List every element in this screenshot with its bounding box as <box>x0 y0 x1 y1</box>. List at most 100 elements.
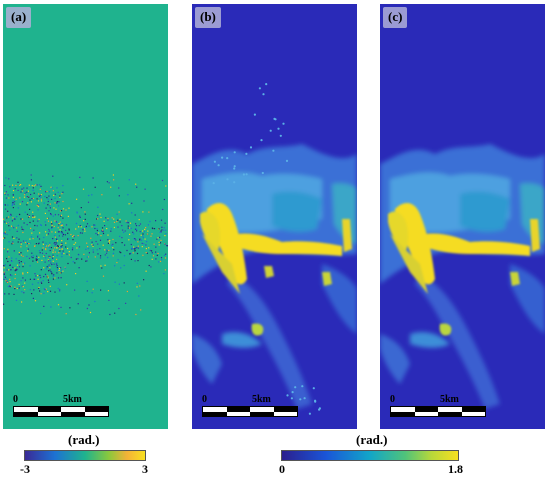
noise-pixel <box>48 228 50 231</box>
noise-pixel <box>47 277 49 279</box>
noise-pixel <box>115 242 117 244</box>
noise-pixel <box>8 178 10 180</box>
noise-pixel <box>35 275 37 277</box>
noise-pixel <box>65 209 67 211</box>
noise-pixel <box>22 231 24 234</box>
noise-pixel <box>152 255 155 257</box>
noise-pixel <box>22 273 24 275</box>
noise-pixel <box>135 225 138 227</box>
noise-pixel <box>136 230 138 232</box>
noise-pixel <box>4 204 6 206</box>
noise-pixel <box>107 256 109 259</box>
noise-pixel <box>76 211 78 213</box>
noise-pixel <box>57 231 60 233</box>
noise-pixel <box>146 233 149 235</box>
noise-pixel <box>131 212 133 214</box>
noise-pixel <box>95 240 97 243</box>
noise-pixel <box>164 222 166 224</box>
noise-pixel <box>78 267 80 269</box>
noise-pixel <box>118 195 120 197</box>
noise-pixel <box>164 257 167 259</box>
noise-pixel <box>31 252 33 254</box>
noise-pixel <box>142 211 144 213</box>
noise-pixel <box>123 264 125 267</box>
noise-pixel <box>129 227 131 229</box>
noise-pixel <box>4 233 6 235</box>
noise-pixel <box>60 244 62 246</box>
noise-pixel <box>88 252 90 254</box>
noise-pixel <box>132 231 134 233</box>
noise-pixel <box>60 272 62 274</box>
panel-b-map-layer <box>192 83 357 415</box>
noise-pixel <box>113 179 115 181</box>
noise-pixel <box>19 184 21 186</box>
noise-pixel <box>119 251 121 253</box>
noise-pixel <box>29 265 31 267</box>
noise-pixel <box>63 253 65 255</box>
noise-pixel <box>148 211 150 213</box>
noise-pixel <box>60 215 62 217</box>
noise-pixel <box>130 258 132 260</box>
noise-pixel <box>57 245 59 247</box>
noise-pixel <box>30 201 32 203</box>
noise-pixel <box>11 275 13 277</box>
noise-pixel <box>59 290 61 292</box>
noise-pixel <box>13 218 15 220</box>
scalebar-b: 0 5km <box>202 394 302 418</box>
noise-pixel <box>43 267 45 269</box>
noise-pixel <box>16 287 18 290</box>
noise-pixel <box>162 208 164 211</box>
noise-pixel <box>3 265 5 267</box>
noise-pixel <box>68 228 70 230</box>
noise-pixel <box>56 247 58 249</box>
noise-pixel <box>52 215 54 217</box>
noise-pixel <box>61 242 63 244</box>
noise-pixel <box>22 277 24 279</box>
noise-pixel <box>52 260 54 262</box>
noise-pixel <box>12 203 14 205</box>
scatter-dot <box>279 134 282 137</box>
noise-pixel <box>150 235 152 237</box>
noise-pixel <box>8 256 10 258</box>
noise-pixel <box>111 217 113 219</box>
noise-pixel <box>55 208 57 210</box>
noise-pixel <box>138 225 140 227</box>
noise-pixel <box>114 281 116 283</box>
noise-pixel <box>137 241 139 243</box>
noise-pixel <box>54 234 56 237</box>
noise-pixel <box>9 285 11 287</box>
noise-pixel <box>97 218 99 220</box>
noise-pixel <box>31 198 33 200</box>
noise-pixel <box>21 190 24 192</box>
noise-pixel <box>46 197 48 199</box>
noise-pixel <box>48 270 50 272</box>
noise-pixel <box>99 239 102 241</box>
noise-pixel <box>53 207 55 209</box>
noise-pixel <box>57 201 59 203</box>
noise-pixel <box>23 292 25 294</box>
noise-pixel <box>32 216 34 218</box>
noise-pixel <box>57 191 59 193</box>
noise-pixel <box>48 195 50 197</box>
noise-pixel <box>72 236 74 238</box>
noise-pixel <box>41 282 43 284</box>
noise-pixel <box>68 229 70 231</box>
noise-pixel <box>40 281 42 283</box>
noise-pixel <box>40 194 42 197</box>
scatter-dot <box>312 387 315 390</box>
scatter-dot <box>291 391 294 394</box>
noise-pixel <box>54 220 56 222</box>
noise-pixel <box>151 233 153 235</box>
noise-pixel <box>129 233 131 235</box>
noise-pixel <box>22 263 24 265</box>
noise-pixel <box>52 254 54 256</box>
scatter-points <box>212 83 321 415</box>
noise-pixel <box>45 257 47 259</box>
noise-pixel <box>137 245 139 247</box>
noise-pixel <box>9 186 11 188</box>
noise-pixel <box>134 249 136 251</box>
noise-pixel <box>53 242 55 244</box>
colorbar-a-unit: (rad.) <box>68 432 100 447</box>
noise-pixel <box>62 185 64 187</box>
noise-pixel <box>96 229 98 232</box>
